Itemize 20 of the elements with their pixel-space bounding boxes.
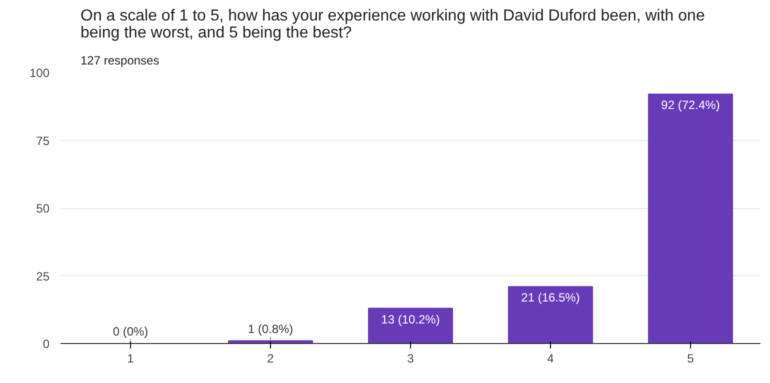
data-label: 0 (0%) (112, 324, 148, 339)
bar (508, 286, 593, 344)
bar (648, 94, 733, 344)
data-label: 13 (10.2%) (381, 312, 440, 326)
y-tick-label: 25 (36, 269, 50, 284)
x-tick-label: 5 (687, 352, 694, 366)
bar (368, 308, 453, 344)
y-tick-label: 75 (36, 134, 50, 148)
data-label: 92 (72.4%) (661, 98, 720, 112)
y-tick-label: 50 (36, 202, 50, 216)
y-tick-label: 0 (42, 337, 50, 351)
x-tick-label: 1 (127, 352, 134, 366)
y-tick-label: 100 (29, 66, 50, 80)
x-tick-label: 3 (407, 352, 414, 366)
chart-subtitle: 127 responses (80, 54, 160, 68)
data-label: 1 (0.8%) (248, 322, 294, 336)
x-tick-label: 2 (267, 352, 274, 366)
chart-title: On a scale of 1 to 5, how has your experience working with David Duford been, with one being the worst, and 5 being the best? (80, 8, 705, 42)
data-label: 21 (16.5%) (521, 290, 580, 305)
x-tick-label: 4 (547, 352, 554, 366)
